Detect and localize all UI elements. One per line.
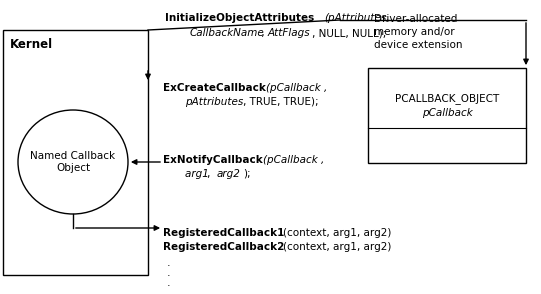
- Text: );: );: [243, 169, 250, 179]
- Text: pAttributes: pAttributes: [185, 97, 247, 107]
- Text: .: .: [167, 268, 170, 278]
- Text: AttFlags: AttFlags: [268, 28, 311, 38]
- Text: Kernel: Kernel: [10, 38, 53, 51]
- Text: ExNotifyCallback: ExNotifyCallback: [163, 155, 263, 165]
- Text: PCALLBACK_OBJECT: PCALLBACK_OBJECT: [395, 93, 499, 104]
- Text: (pCallback ,: (pCallback ,: [266, 83, 327, 93]
- Text: arg1: arg1: [185, 169, 212, 179]
- Text: arg2: arg2: [217, 169, 241, 179]
- Text: , TRUE, TRUE);: , TRUE, TRUE);: [243, 97, 319, 107]
- Text: pCallback: pCallback: [421, 108, 472, 118]
- Text: (context, arg1, arg2): (context, arg1, arg2): [283, 228, 391, 238]
- Bar: [368, 68, 526, 163]
- Bar: [3, 30, 148, 275]
- Text: InitializeObjectAttributes: InitializeObjectAttributes: [165, 13, 314, 23]
- Text: ,: ,: [207, 169, 214, 179]
- Text: (pCallback ,: (pCallback ,: [263, 155, 324, 165]
- Text: RegisteredCallback2: RegisteredCallback2: [163, 242, 285, 252]
- Text: .: .: [167, 258, 170, 268]
- Text: ExCreateCallback: ExCreateCallback: [163, 83, 266, 93]
- Text: Named Callback
Object: Named Callback Object: [30, 151, 116, 173]
- Ellipse shape: [18, 110, 128, 214]
- Text: (context, arg1, arg2): (context, arg1, arg2): [283, 242, 391, 252]
- Text: CallbackName: CallbackName: [190, 28, 265, 38]
- Text: , NULL, NULL);: , NULL, NULL);: [312, 28, 386, 38]
- Text: .: .: [167, 278, 170, 288]
- Text: Driver-allocated
memory and/or
device extension: Driver-allocated memory and/or device ex…: [374, 14, 463, 50]
- Text: ,: ,: [258, 28, 268, 38]
- Text: RegisteredCallback1: RegisteredCallback1: [163, 228, 285, 238]
- Text: (pAttributes,: (pAttributes,: [324, 13, 390, 23]
